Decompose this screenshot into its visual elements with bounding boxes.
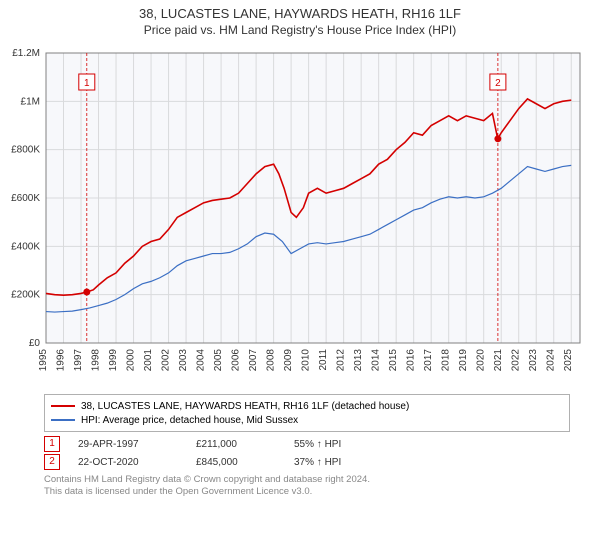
svg-text:1998: 1998 xyxy=(91,349,102,372)
svg-text:2004: 2004 xyxy=(196,349,207,372)
svg-text:2024: 2024 xyxy=(546,349,557,372)
legend-line-1 xyxy=(51,405,75,407)
svg-text:2019: 2019 xyxy=(458,349,469,372)
svg-text:1: 1 xyxy=(84,78,90,89)
credits: Contains HM Land Registry data © Crown c… xyxy=(44,474,570,499)
annotation-row-2: 2 22-OCT-2020 £845,000 37% ↑ HPI xyxy=(44,454,570,470)
svg-text:2020: 2020 xyxy=(476,349,487,372)
svg-text:2008: 2008 xyxy=(266,349,277,372)
svg-text:1996: 1996 xyxy=(56,349,67,372)
annot1-date: 29-APR-1997 xyxy=(78,439,178,450)
svg-text:2006: 2006 xyxy=(231,349,242,372)
svg-text:2001: 2001 xyxy=(143,349,154,372)
credits-line1: Contains HM Land Registry data © Crown c… xyxy=(44,474,570,486)
svg-text:2025: 2025 xyxy=(563,349,574,372)
svg-text:2014: 2014 xyxy=(371,349,382,372)
svg-text:2021: 2021 xyxy=(493,349,504,372)
annotation-row-1: 1 29-APR-1997 £211,000 55% ↑ HPI xyxy=(44,436,570,452)
svg-text:2012: 2012 xyxy=(336,349,347,372)
legend-label-2: HPI: Average price, detached house, Mid … xyxy=(81,415,298,426)
svg-text:2011: 2011 xyxy=(318,349,329,371)
chart-svg: £0 £200K £400K £600K £800K £1M £1.2M 1995 1996 19… xyxy=(0,43,600,383)
credits-line2: This data is licensed under the Open Gov… xyxy=(44,486,570,498)
svg-text:£200K: £200K xyxy=(11,290,40,301)
annot2-pct: 37% ↑ HPI xyxy=(294,457,341,468)
marker-2-icon: 2 xyxy=(44,454,60,470)
svg-text:2022: 2022 xyxy=(511,349,522,372)
legend-label-1: 38, LUCASTES LANE, HAYWARDS HEATH, RH16 … xyxy=(81,401,409,412)
annot1-pct: 55% ↑ HPI xyxy=(294,439,341,450)
svg-text:2015: 2015 xyxy=(388,349,399,372)
svg-text:1997: 1997 xyxy=(73,349,84,372)
annot1-price: £211,000 xyxy=(196,439,276,450)
annot2-date: 22-OCT-2020 xyxy=(78,457,178,468)
price-chart: £0 £200K £400K £600K £800K £1M £1.2M 1995 1996 19… xyxy=(0,43,600,388)
svg-text:2002: 2002 xyxy=(161,349,172,372)
svg-text:2010: 2010 xyxy=(301,349,312,372)
title-address: 38, LUCASTES LANE, HAYWARDS HEATH, RH16 … xyxy=(0,0,600,21)
svg-text:2009: 2009 xyxy=(283,349,294,372)
legend-line-2 xyxy=(51,419,75,421)
svg-text:£0: £0 xyxy=(29,338,41,349)
title-subtitle: Price paid vs. HM Land Registry's House … xyxy=(0,21,600,43)
svg-text:2016: 2016 xyxy=(406,349,417,372)
marker-1-icon: 1 xyxy=(44,436,60,452)
svg-text:1995: 1995 xyxy=(38,349,49,372)
svg-text:2005: 2005 xyxy=(213,349,224,372)
svg-text:2023: 2023 xyxy=(528,349,539,372)
svg-text:2003: 2003 xyxy=(178,349,189,372)
svg-text:£800K: £800K xyxy=(11,145,40,156)
svg-text:£600K: £600K xyxy=(11,193,40,204)
svg-text:2007: 2007 xyxy=(248,349,259,372)
legend-row-series1: 38, LUCASTES LANE, HAYWARDS HEATH, RH16 … xyxy=(51,399,563,413)
svg-text:2017: 2017 xyxy=(423,349,434,372)
svg-text:£1M: £1M xyxy=(21,96,40,107)
svg-text:1999: 1999 xyxy=(108,349,119,372)
svg-text:£400K: £400K xyxy=(11,241,40,252)
svg-text:2: 2 xyxy=(495,78,501,89)
svg-text:2013: 2013 xyxy=(353,349,364,372)
svg-text:2018: 2018 xyxy=(441,349,452,372)
legend: 38, LUCASTES LANE, HAYWARDS HEATH, RH16 … xyxy=(44,394,570,432)
svg-text:£1.2M: £1.2M xyxy=(12,48,40,59)
svg-text:2000: 2000 xyxy=(126,349,137,372)
annot2-price: £845,000 xyxy=(196,457,276,468)
legend-row-series2: HPI: Average price, detached house, Mid … xyxy=(51,413,563,427)
